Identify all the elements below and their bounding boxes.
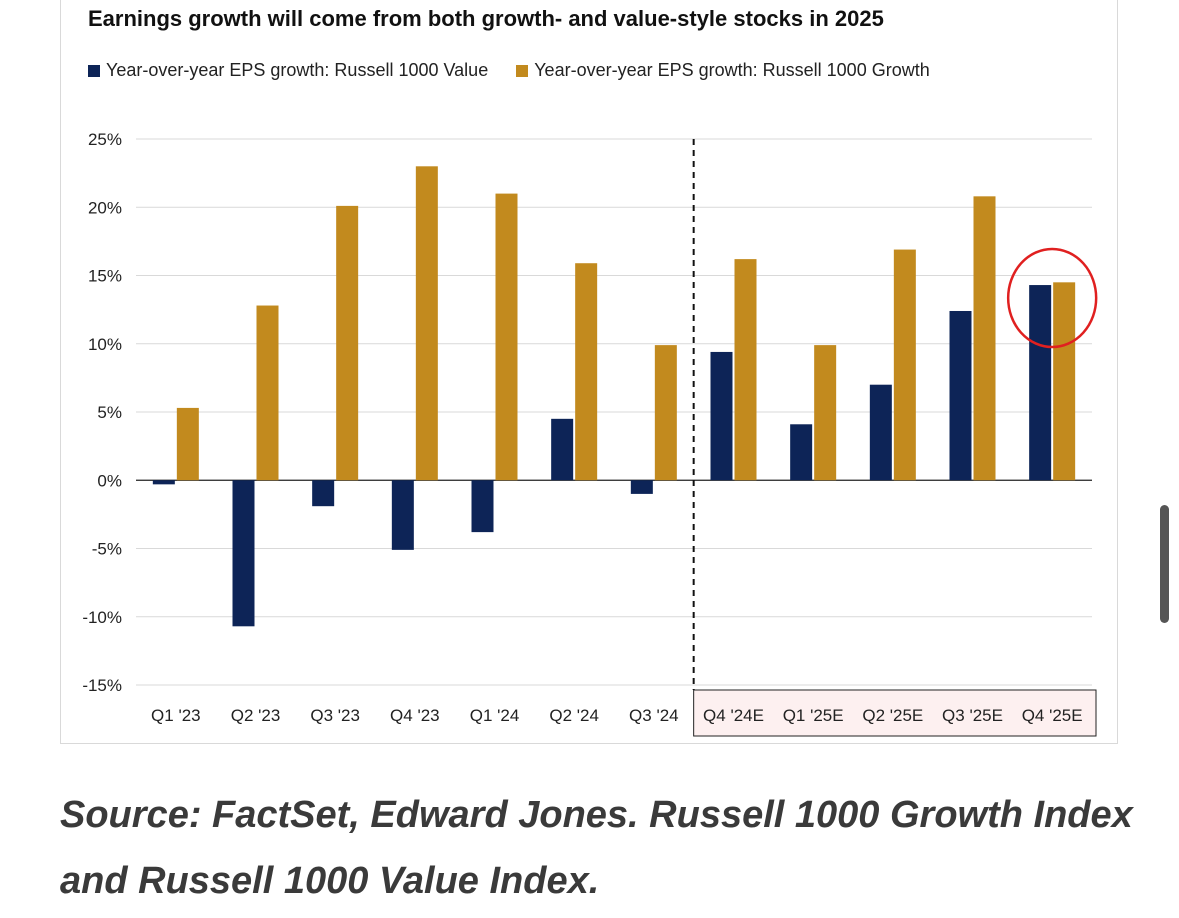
bar-growth <box>495 193 518 481</box>
bar-growth <box>176 407 199 481</box>
bar-value <box>551 418 574 481</box>
x-tick-label: Q3 '25E <box>942 706 1003 725</box>
legend-item-growth: Year-over-year EPS growth: Russell 1000 … <box>516 60 930 81</box>
bar-value <box>949 310 972 481</box>
bar-value <box>312 480 335 507</box>
bar-value <box>630 480 653 494</box>
legend-label-value: Year-over-year EPS growth: Russell 1000 … <box>106 60 489 80</box>
bar-value <box>1029 285 1052 481</box>
chart-title: Earnings growth will come from both grow… <box>88 6 884 31</box>
chart-legend: Year-over-year EPS growth: Russell 1000 … <box>88 60 958 81</box>
bar-value <box>471 480 494 533</box>
bar-value <box>391 480 414 550</box>
x-tick-label: Q2 '25E <box>862 706 923 725</box>
x-tick-label: Q1 '23 <box>151 706 201 725</box>
x-tick-label: Q4 '24E <box>703 706 764 725</box>
y-tick-label: 5% <box>97 403 122 422</box>
x-tick-label: Q3 '24 <box>629 706 679 725</box>
y-tick-label: 0% <box>97 471 122 490</box>
x-tick-label: Q4 '23 <box>390 706 440 725</box>
bar-growth <box>893 249 916 481</box>
estimate-category-box <box>693 689 1097 737</box>
bar-value <box>710 351 733 481</box>
legend-swatch-growth <box>516 64 529 77</box>
bar-growth <box>256 305 279 481</box>
x-tick-label: Q2 '23 <box>231 706 281 725</box>
y-tick-label: 25% <box>88 130 122 149</box>
legend-label-growth: Year-over-year EPS growth: Russell 1000 … <box>534 60 930 80</box>
bar-growth <box>734 259 757 481</box>
x-tick-label: Q3 '23 <box>310 706 360 725</box>
highlight-circle <box>1006 247 1098 349</box>
bar-value <box>152 480 175 485</box>
y-tick-label: -15% <box>82 676 122 695</box>
bar-chart: 25% 20% 15% 10% 5% 0% -5% -10% -15% Q1 '23 Q2 '23 Q… <box>82 130 1098 737</box>
bar-growth <box>654 345 677 481</box>
scrollbar[interactable] <box>1160 505 1169 623</box>
y-tick-label: -10% <box>82 608 122 627</box>
bar-value <box>232 480 255 627</box>
source-caption: Source: FactSet, Edward Jones. Russell 1… <box>60 794 1133 902</box>
bar-value <box>869 384 892 481</box>
y-tick-label: -5% <box>92 540 122 559</box>
bar-growth <box>575 263 598 481</box>
legend-swatch-value <box>88 64 100 77</box>
bar-growth <box>814 345 837 481</box>
bar-value <box>790 424 813 481</box>
y-tick-label: 10% <box>88 335 122 354</box>
x-tick-label: Q1 '24 <box>470 706 520 725</box>
bar-growth <box>1053 282 1076 481</box>
x-tick-label: Q2 '24 <box>549 706 599 725</box>
bar-growth <box>973 196 996 481</box>
x-tick-label: Q4 '25E <box>1022 706 1083 725</box>
bar-growth <box>336 205 359 481</box>
legend-item-value: Year-over-year EPS growth: Russell 1000 … <box>88 60 488 81</box>
y-tick-label: 20% <box>88 198 122 217</box>
x-tick-label: Q1 '25E <box>783 706 844 725</box>
y-tick-label: 15% <box>88 267 122 286</box>
bar-growth <box>415 166 438 481</box>
